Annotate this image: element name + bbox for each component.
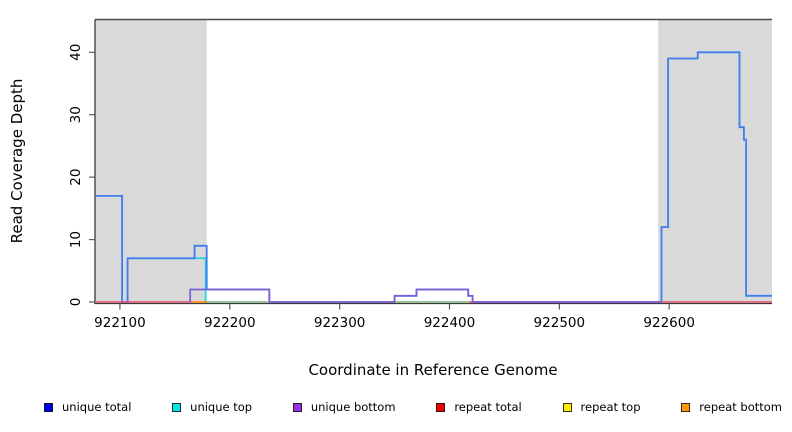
y-tick-label: 0 — [68, 298, 84, 307]
legend-label: repeat top — [580, 400, 641, 414]
left-shaded-region — [95, 19, 207, 303]
x-axis-title: Coordinate in Reference Genome — [308, 361, 557, 379]
y-tick-label: 30 — [68, 106, 84, 123]
y-tick-label: 40 — [68, 44, 84, 61]
coverage-plot-svg: 0 10 20 30 40 922100 922200 922300 922400 922500 9… — [8, 18, 772, 379]
y-axis-title: Read Coverage Depth — [8, 79, 26, 244]
y-tick-label: 10 — [68, 231, 84, 248]
legend-label: repeat total — [454, 400, 522, 414]
plot-legend: unique total unique top unique bottom re… — [44, 395, 782, 419]
legend-swatch — [172, 402, 182, 412]
legend-item-repeat-bottom: repeat bottom — [681, 400, 782, 414]
legend-label: unique total — [62, 400, 132, 414]
legend-swatch — [436, 402, 446, 412]
x-tick-label: 922500 — [534, 315, 586, 331]
x-tick-label: 922400 — [424, 315, 476, 331]
legend-swatch — [681, 402, 691, 412]
x-tick-label: 922100 — [94, 315, 146, 331]
x-tick-label: 922200 — [204, 315, 256, 331]
legend-swatch — [562, 402, 572, 412]
y-tick-label: 20 — [68, 169, 84, 186]
axes-layer: 0 10 20 30 40 922100 922200 922300 922400 922500 9… — [68, 18, 772, 331]
legend-swatch — [292, 402, 302, 412]
legend-item-unique-bottom: unique bottom — [292, 400, 396, 414]
series-layer — [95, 51, 772, 303]
right-shaded-region — [658, 19, 772, 303]
x-tick-label: 922600 — [643, 315, 695, 331]
legend-item-repeat-total: repeat total — [436, 400, 522, 414]
shaded-regions-layer — [95, 19, 772, 303]
series-unique-bottom — [189, 288, 662, 303]
legend-item-unique-top: unique top — [172, 400, 252, 414]
legend-label: unique bottom — [310, 400, 396, 414]
legend-label: repeat bottom — [699, 400, 782, 414]
legend-label: unique top — [190, 400, 253, 414]
x-tick-label: 922300 — [314, 315, 366, 331]
legend-item-repeat-top: repeat top — [562, 400, 641, 414]
legend-swatch — [44, 402, 53, 412]
legend-item-unique-total: unique total — [44, 400, 131, 414]
